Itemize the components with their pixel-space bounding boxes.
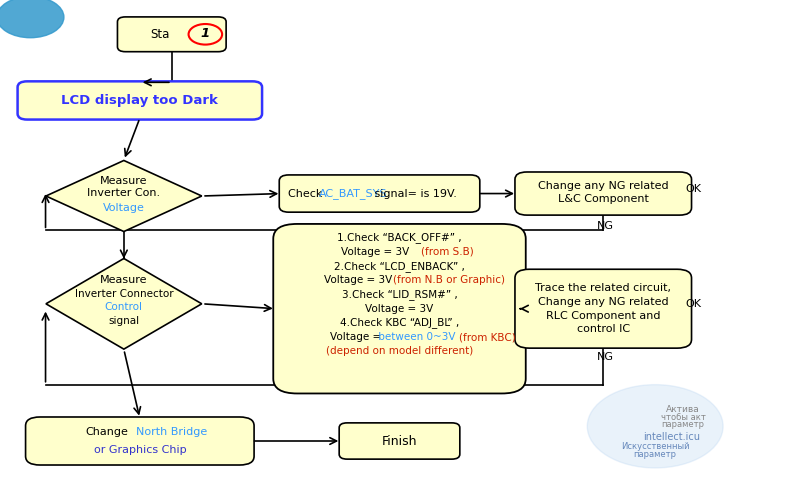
- Text: Measure: Measure: [100, 275, 148, 285]
- Polygon shape: [46, 259, 201, 349]
- FancyBboxPatch shape: [117, 17, 226, 51]
- Text: NG: NG: [597, 221, 614, 231]
- FancyBboxPatch shape: [339, 423, 460, 459]
- Text: LCD display too Dark: LCD display too Dark: [62, 94, 218, 107]
- Text: Voltage = 3V: Voltage = 3V: [324, 275, 392, 285]
- Text: Voltage = 3V: Voltage = 3V: [341, 247, 410, 257]
- Text: Change any NG related: Change any NG related: [538, 297, 669, 307]
- FancyBboxPatch shape: [280, 175, 479, 212]
- Text: (from KBC): (from KBC): [459, 332, 516, 342]
- Text: intellect.icu: intellect.icu: [642, 432, 700, 442]
- Text: Inverter Con.: Inverter Con.: [87, 188, 161, 198]
- Text: AC_BAT_SYS: AC_BAT_SYS: [319, 188, 388, 199]
- Text: Control: Control: [105, 302, 143, 312]
- Text: Voltage =: Voltage =: [330, 332, 381, 342]
- Text: OK: OK: [686, 299, 702, 309]
- Text: параметр: параметр: [662, 420, 705, 429]
- Text: чтобы акт: чтобы акт: [661, 413, 706, 422]
- Text: Finish: Finish: [382, 435, 417, 447]
- Text: 2.Check “LCD_ENBACK” ,: 2.Check “LCD_ENBACK” ,: [334, 261, 465, 271]
- Text: Change: Change: [85, 427, 129, 437]
- Circle shape: [587, 385, 723, 468]
- Text: Change any NG related: Change any NG related: [538, 181, 669, 191]
- Text: North Bridge: North Bridge: [136, 427, 207, 437]
- Text: 1: 1: [201, 27, 210, 40]
- FancyBboxPatch shape: [26, 417, 254, 465]
- Text: RLC Component and: RLC Component and: [546, 311, 661, 320]
- Text: 4.Check KBC “ADJ_BL” ,: 4.Check KBC “ADJ_BL” ,: [340, 318, 459, 328]
- Text: NG: NG: [597, 352, 614, 362]
- Text: Measure: Measure: [100, 176, 148, 186]
- Text: 3.Check “LID_RSM#” ,: 3.Check “LID_RSM#” ,: [342, 289, 457, 300]
- Text: Искусственный: Искусственный: [621, 442, 690, 451]
- Text: (from S.B): (from S.B): [421, 247, 474, 257]
- Text: Voltage = 3V: Voltage = 3V: [365, 304, 434, 314]
- Text: between 0~3V: between 0~3V: [376, 332, 455, 342]
- Text: Актива: Актива: [666, 405, 700, 414]
- Polygon shape: [46, 161, 201, 232]
- FancyBboxPatch shape: [515, 270, 692, 348]
- FancyBboxPatch shape: [273, 224, 526, 393]
- Text: (from N.B or Graphic): (from N.B or Graphic): [393, 275, 505, 285]
- Text: 1.Check “BACK_OFF#” ,: 1.Check “BACK_OFF#” ,: [337, 232, 462, 243]
- Text: Sta: Sta: [150, 28, 169, 41]
- Text: signal: signal: [109, 316, 139, 326]
- Text: control IC: control IC: [577, 324, 630, 334]
- Text: параметр: параметр: [634, 450, 677, 459]
- Text: Trace the related circuit,: Trace the related circuit,: [535, 283, 671, 293]
- Circle shape: [0, 0, 64, 38]
- FancyBboxPatch shape: [515, 172, 692, 215]
- Text: Check: Check: [288, 189, 325, 198]
- Text: OK: OK: [686, 184, 702, 194]
- Text: Voltage: Voltage: [103, 203, 145, 213]
- Text: Inverter Connector: Inverter Connector: [74, 289, 173, 299]
- Text: L&C Component: L&C Component: [558, 195, 649, 204]
- Text: signal= is 19V.: signal= is 19V.: [371, 189, 456, 198]
- FancyBboxPatch shape: [18, 81, 262, 120]
- Text: or Graphics Chip: or Graphics Chip: [93, 445, 186, 455]
- Text: (depend on model different): (depend on model different): [326, 346, 473, 356]
